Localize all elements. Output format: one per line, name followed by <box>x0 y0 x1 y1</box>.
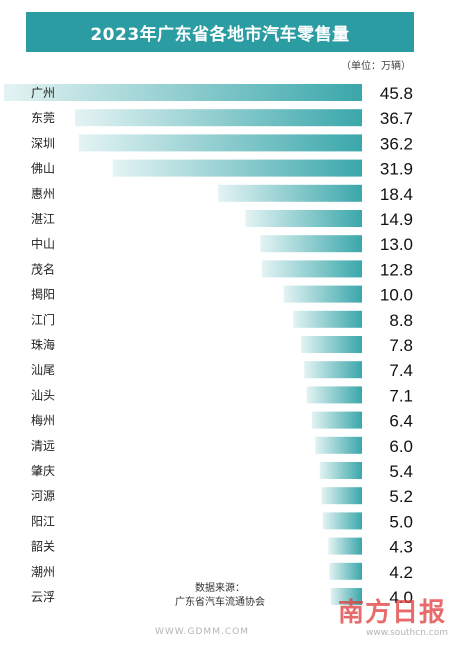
bar <box>79 134 362 152</box>
category-label: 阳江 <box>31 514 55 528</box>
value-label: 7.4 <box>389 361 413 380</box>
bar <box>330 588 362 605</box>
bar <box>306 386 362 404</box>
category-label: 河源 <box>31 489 55 503</box>
value-label: 36.2 <box>380 134 413 153</box>
category-label: 广州 <box>31 86 55 100</box>
value-label: 14.9 <box>380 210 413 229</box>
bar <box>322 512 362 530</box>
value-label: 18.4 <box>380 185 413 204</box>
category-label: 梅州 <box>31 413 55 428</box>
category-label: 惠州 <box>31 187 55 201</box>
category-label: 云浮 <box>31 590 55 604</box>
value-label: 7.8 <box>389 336 413 355</box>
value-label: 7.1 <box>389 386 413 405</box>
category-label: 韶关 <box>31 539 55 554</box>
value-label: 10.0 <box>380 286 413 305</box>
bar <box>321 487 362 505</box>
bar <box>4 84 362 101</box>
category-label: 揭阳 <box>31 287 55 302</box>
source-heading: 数据来源： <box>195 583 245 594</box>
bar <box>283 285 362 303</box>
data-source-note: 数据来源： 广东省汽车流通协会 <box>150 582 290 610</box>
bar <box>304 361 362 379</box>
value-label: 8.8 <box>389 311 413 330</box>
value-label: 12.8 <box>380 260 413 279</box>
value-label: 13.0 <box>380 235 413 254</box>
value-label: 5.0 <box>389 512 413 531</box>
category-label: 汕尾 <box>31 363 55 377</box>
chart-title-bar: 2023年广东省各地市汽车零售量 <box>26 12 414 52</box>
category-label: 肇庆 <box>31 463 55 478</box>
value-label: 5.4 <box>389 462 413 481</box>
bar <box>328 537 362 555</box>
bar <box>112 159 362 177</box>
newspaper-logo: 南方日报 <box>338 598 447 628</box>
value-label: 4.2 <box>389 563 413 582</box>
value-label: 31.9 <box>380 160 413 179</box>
category-label: 中山 <box>31 236 55 251</box>
unit-label: （单位：万辆） <box>341 61 411 72</box>
source-organization: 广东省汽车流通协会 <box>175 597 265 608</box>
value-label: 4.0 <box>389 588 413 607</box>
value-label: 6.4 <box>389 412 413 431</box>
category-label: 佛山 <box>31 162 55 176</box>
bar <box>75 109 362 127</box>
bar <box>261 260 362 278</box>
value-label: 4.3 <box>389 538 413 557</box>
bar <box>301 336 362 353</box>
category-label: 珠海 <box>31 337 55 352</box>
category-label: 湛江 <box>31 212 55 226</box>
bar <box>218 184 362 202</box>
value-label: 5.2 <box>389 487 413 506</box>
gdmm-watermark: WWW.GDMM.COM <box>155 627 249 637</box>
category-label: 潮州 <box>31 564 55 579</box>
value-label: 36.7 <box>380 109 413 128</box>
bar <box>319 462 362 479</box>
category-label: 清远 <box>31 439 55 453</box>
site-watermark: www.southcn.com <box>366 628 448 638</box>
bar <box>315 436 362 454</box>
bar <box>329 562 362 580</box>
category-label: 汕头 <box>31 388 55 402</box>
bar <box>312 411 362 429</box>
bar <box>293 310 362 328</box>
value-label: 45.8 <box>380 84 413 103</box>
value-label: 6.0 <box>389 437 413 456</box>
bar <box>260 235 362 253</box>
category-label: 东莞 <box>31 111 55 125</box>
bar <box>245 210 362 227</box>
category-label: 江门 <box>31 312 55 327</box>
chart-title: 2023年广东省各地市汽车零售量 <box>90 24 350 45</box>
category-label: 深圳 <box>31 136 55 150</box>
category-label: 茂名 <box>31 261 55 276</box>
